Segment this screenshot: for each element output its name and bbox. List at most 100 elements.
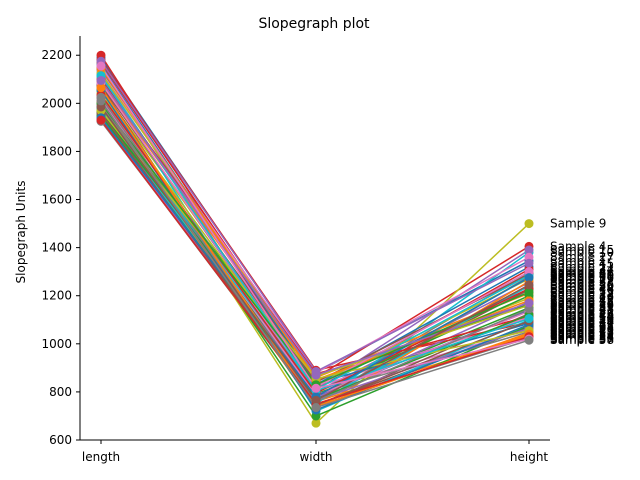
- series-point: [96, 115, 106, 125]
- series-point: [524, 273, 534, 283]
- y-tick-label: 1400: [41, 241, 72, 255]
- y-axis-ticks: 600 800 1000 1200 1400 1600 1800 2000 2200: [41, 48, 80, 447]
- y-tick-label: 1800: [41, 144, 72, 158]
- series-point: [96, 96, 106, 106]
- series-line: [100, 102, 530, 409]
- series-label: Sample 12: [550, 326, 614, 340]
- series-line: [100, 110, 530, 376]
- y-tick-label: 600: [49, 433, 72, 447]
- series-points: [96, 50, 534, 428]
- series-line: [100, 75, 530, 392]
- y-tick-label: 1000: [41, 337, 72, 351]
- series-label: Sample 18: [550, 269, 614, 283]
- series-point: [96, 61, 106, 71]
- series-label: Sample 13: [550, 297, 614, 311]
- series-label: Sample 4: [550, 239, 606, 253]
- x-tick-label: length: [82, 450, 120, 464]
- series-label: Sample 31: [550, 316, 614, 330]
- series-label: Sample 1: [550, 254, 606, 268]
- series-label: Sample 29: [550, 272, 614, 286]
- series-point: [524, 314, 534, 324]
- series-label: Sample 8: [550, 266, 606, 280]
- series-label: Sample 21: [550, 303, 614, 317]
- series-line: [100, 102, 530, 386]
- series-label: Sample 25: [550, 295, 614, 309]
- series-label: Sample 41: [550, 318, 614, 332]
- series-point: [524, 219, 534, 229]
- series-label: Sample 47: [550, 265, 614, 279]
- series-label: Sample 19: [550, 291, 614, 305]
- series-point: [311, 383, 321, 393]
- series-label: Sample 56: [550, 278, 614, 292]
- chart-title: Slopegraph plot: [258, 16, 370, 32]
- x-axis-ticks: length width height: [82, 440, 549, 464]
- series-label: Sample 36: [550, 267, 614, 281]
- series-label: Sample 7: [550, 310, 606, 324]
- series-line: [100, 100, 530, 409]
- series-label: Sample 54: [550, 330, 614, 344]
- series-label: Sample 58: [550, 333, 614, 347]
- series-label: Sample 38: [550, 331, 614, 345]
- series-label: Sample 33: [550, 289, 614, 303]
- series-line: [100, 78, 530, 375]
- series-line: [100, 54, 530, 391]
- y-tick-label: 1200: [41, 289, 72, 303]
- series-label: Sample 49: [550, 324, 614, 338]
- series-line: [100, 89, 530, 411]
- x-tick-label: width: [299, 450, 332, 464]
- series-point: [524, 245, 534, 255]
- y-tick-label: 2000: [41, 96, 72, 110]
- series-label: Sample 32: [550, 274, 614, 288]
- series-point: [524, 298, 534, 308]
- series-label: Sample 45: [550, 256, 614, 270]
- series-line: [100, 74, 530, 393]
- series-line: [100, 87, 530, 408]
- series-line: [100, 83, 530, 390]
- series-label: Sample 17: [550, 322, 614, 336]
- series-label: Sample 10: [550, 245, 614, 259]
- series-point: [311, 370, 321, 380]
- series-label: Sample 30: [550, 279, 614, 293]
- series-label: Sample 35: [550, 321, 614, 335]
- series-label: Sample 48: [550, 302, 614, 316]
- series-point: [524, 335, 534, 345]
- series-label: Sample 16: [550, 283, 614, 297]
- series-point: [524, 287, 534, 297]
- series-label: Sample 52: [550, 327, 614, 341]
- y-axis-label: Slopegraph Units: [14, 181, 28, 284]
- series-label: Sample 50: [550, 312, 614, 326]
- series-label: Sample 24: [550, 262, 614, 276]
- series-point: [524, 258, 534, 268]
- x-tick-label: height: [510, 450, 549, 464]
- series-point: [311, 403, 321, 413]
- series-point: [311, 395, 321, 405]
- series-label: Sample 28: [550, 325, 614, 339]
- series-label: Sample 23: [550, 319, 614, 333]
- series-label: Sample 51: [550, 271, 614, 285]
- series-label: Sample 57: [550, 332, 614, 346]
- series-label: Sample 39: [550, 298, 614, 312]
- series-label: Sample 44: [550, 282, 614, 296]
- series-label: Sample 15: [550, 243, 614, 257]
- series-label: Sample 46: [550, 314, 614, 328]
- series-label: Sample 40: [550, 268, 614, 282]
- series-label: Sample 22: [550, 286, 614, 300]
- series-label: Sample 26: [550, 307, 614, 321]
- series-label: Sample 9: [550, 217, 606, 231]
- series-point: [96, 75, 106, 85]
- series-label: Sample 6: [550, 320, 606, 334]
- series-label: Sample 37: [550, 304, 614, 318]
- series-line: [100, 71, 530, 374]
- series-label: Sample 14: [550, 315, 614, 329]
- series-labels: Sample 1 Sample 2 Sample 3 Sample 4 Sample 5…: [550, 217, 614, 348]
- y-tick-label: 800: [49, 385, 72, 399]
- series-label: Sample 5: [550, 275, 606, 289]
- series-label: Sample 11: [550, 260, 614, 274]
- series-point: [311, 418, 321, 428]
- series-line: [100, 101, 530, 410]
- series-line: [100, 104, 530, 405]
- series-label: Sample 55: [550, 296, 614, 310]
- series-point: [96, 83, 106, 93]
- y-tick-label: 2200: [41, 48, 72, 62]
